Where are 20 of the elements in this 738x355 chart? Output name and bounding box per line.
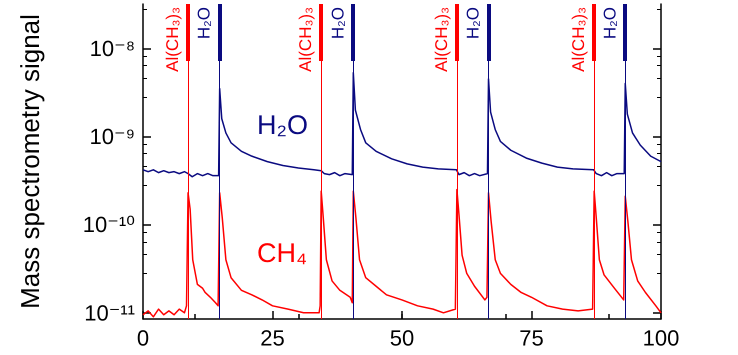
ref-line-label: Al(CH₃)₃ [296,7,316,72]
y-tick-label: 10⁻⁹ [89,124,135,150]
ref-line-label: Al(CH₃)₃ [432,7,451,72]
y-tick-label: 10⁻¹⁰ [82,212,136,238]
x-tick-label: 0 [136,326,150,350]
x-tick-label: 25 [260,326,285,350]
ref-line-label: H₂O [600,7,620,40]
ref-line-label: Al(CH₃)₃ [163,7,182,72]
ref-line-label: H₂O [328,7,348,40]
y-axis-title: Mass spectrometry signal [15,14,45,309]
series-label: H₂O [256,110,308,140]
x-tick-label: 100 [642,326,680,350]
x-tick-label: 50 [390,326,414,350]
series-label: CH₄ [256,238,307,268]
ref-line-label: Al(CH₃)₃ [569,7,588,72]
y-tick-label: 10⁻¹¹ [84,300,135,326]
ref-line-label: H₂O [464,7,483,40]
x-tick-label: 75 [519,326,544,350]
ref-line-label: H₂O [194,7,214,40]
y-tick-label: 10⁻⁸ [90,36,135,61]
